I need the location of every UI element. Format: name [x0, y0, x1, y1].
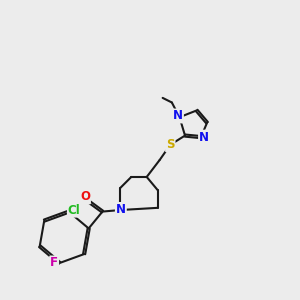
Text: Cl: Cl — [68, 204, 81, 217]
Text: N: N — [173, 110, 183, 122]
Text: F: F — [50, 256, 58, 269]
Text: O: O — [80, 190, 90, 203]
Text: N: N — [116, 203, 126, 216]
Text: N: N — [199, 130, 209, 144]
Text: S: S — [166, 138, 175, 151]
